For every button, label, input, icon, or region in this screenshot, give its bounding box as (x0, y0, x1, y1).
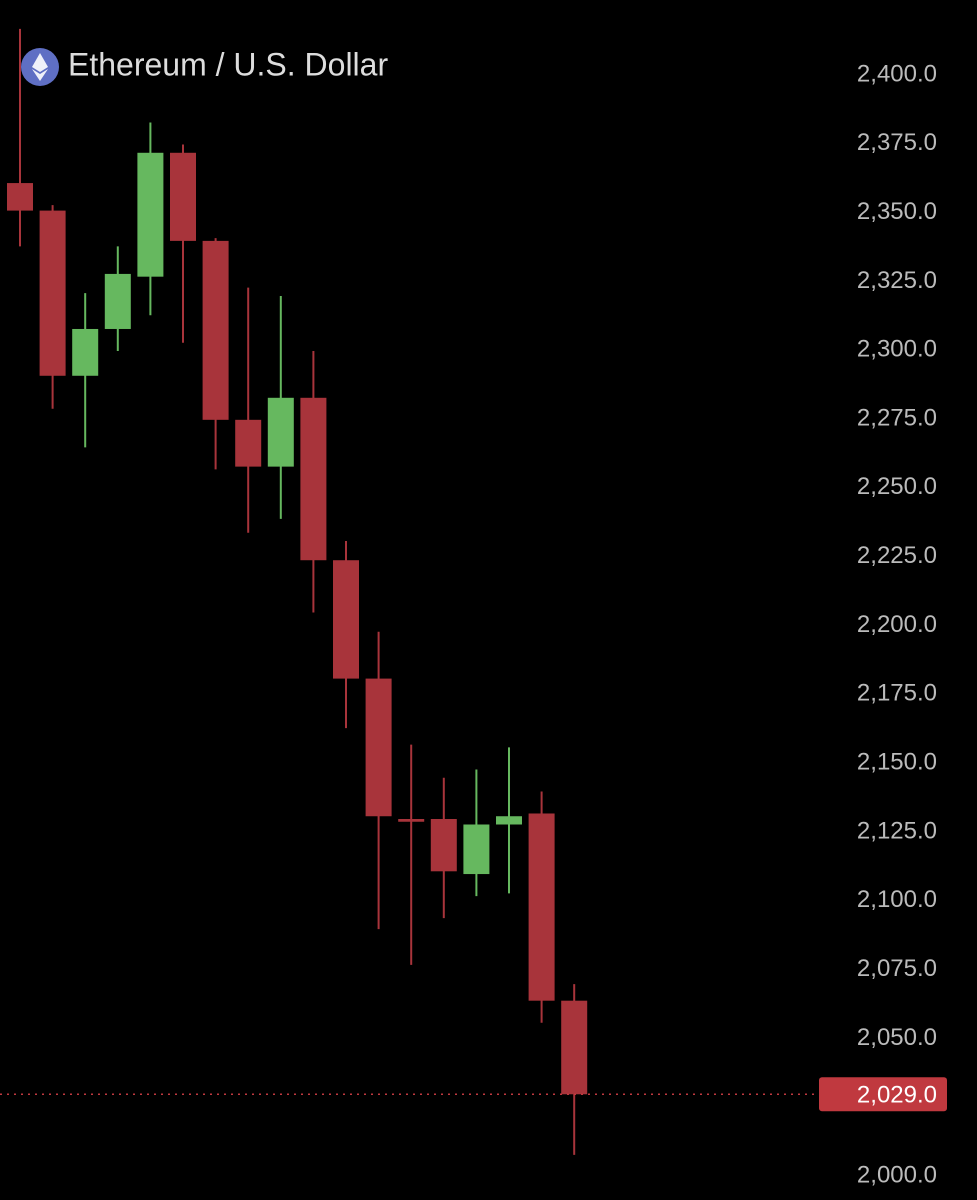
price-label-box (819, 1077, 947, 1112)
candle-body (170, 152, 196, 241)
candle-body (267, 397, 294, 467)
candle-body (300, 397, 327, 561)
price-label: 2,029.0 (857, 1082, 937, 1109)
y-tick-label: 2,325.0 (857, 267, 937, 294)
y-tick-label: 2,050.0 (857, 1024, 937, 1051)
y-tick-label: 2,300.0 (857, 336, 937, 363)
y-tick-label: 2,200.0 (857, 611, 937, 638)
icon-top (32, 53, 48, 72)
y-tick-label: 2,275.0 (857, 404, 937, 431)
candle-body (137, 152, 164, 277)
candle-body (7, 183, 33, 211)
y-tick-label: 2,400.0 (857, 60, 937, 87)
eth-icon (21, 48, 59, 86)
y-tick-label: 2,150.0 (857, 749, 937, 776)
candle-body (561, 1000, 588, 1095)
candle-body (365, 678, 392, 817)
y-tick-label: 2,100.0 (857, 886, 937, 913)
candle-body (398, 818, 425, 822)
y-tick-label: 2,350.0 (857, 198, 937, 225)
candle-body (528, 813, 555, 1001)
candle-body (72, 328, 99, 376)
y-tick-label: 2,125.0 (857, 817, 937, 844)
candle-body (235, 419, 262, 467)
candle-body (463, 824, 490, 875)
candle-body (430, 818, 457, 872)
candle-body (333, 560, 359, 679)
y-tick-label: 2,000.0 (857, 1161, 937, 1188)
y-tick-label: 2,075.0 (857, 955, 937, 982)
y-tick-label: 2,250.0 (857, 473, 937, 500)
candle-body (202, 240, 229, 420)
icon-bottom (32, 69, 48, 81)
chart-title: Ethereum / U.S. Dollar (68, 46, 388, 82)
candle-body (104, 273, 131, 329)
y-tick-label: 2,375.0 (857, 129, 937, 156)
candle-body (39, 210, 66, 376)
y-tick-label: 2,225.0 (857, 542, 937, 569)
candle-body (496, 816, 522, 825)
y-tick-label: 2,175.0 (857, 680, 937, 707)
